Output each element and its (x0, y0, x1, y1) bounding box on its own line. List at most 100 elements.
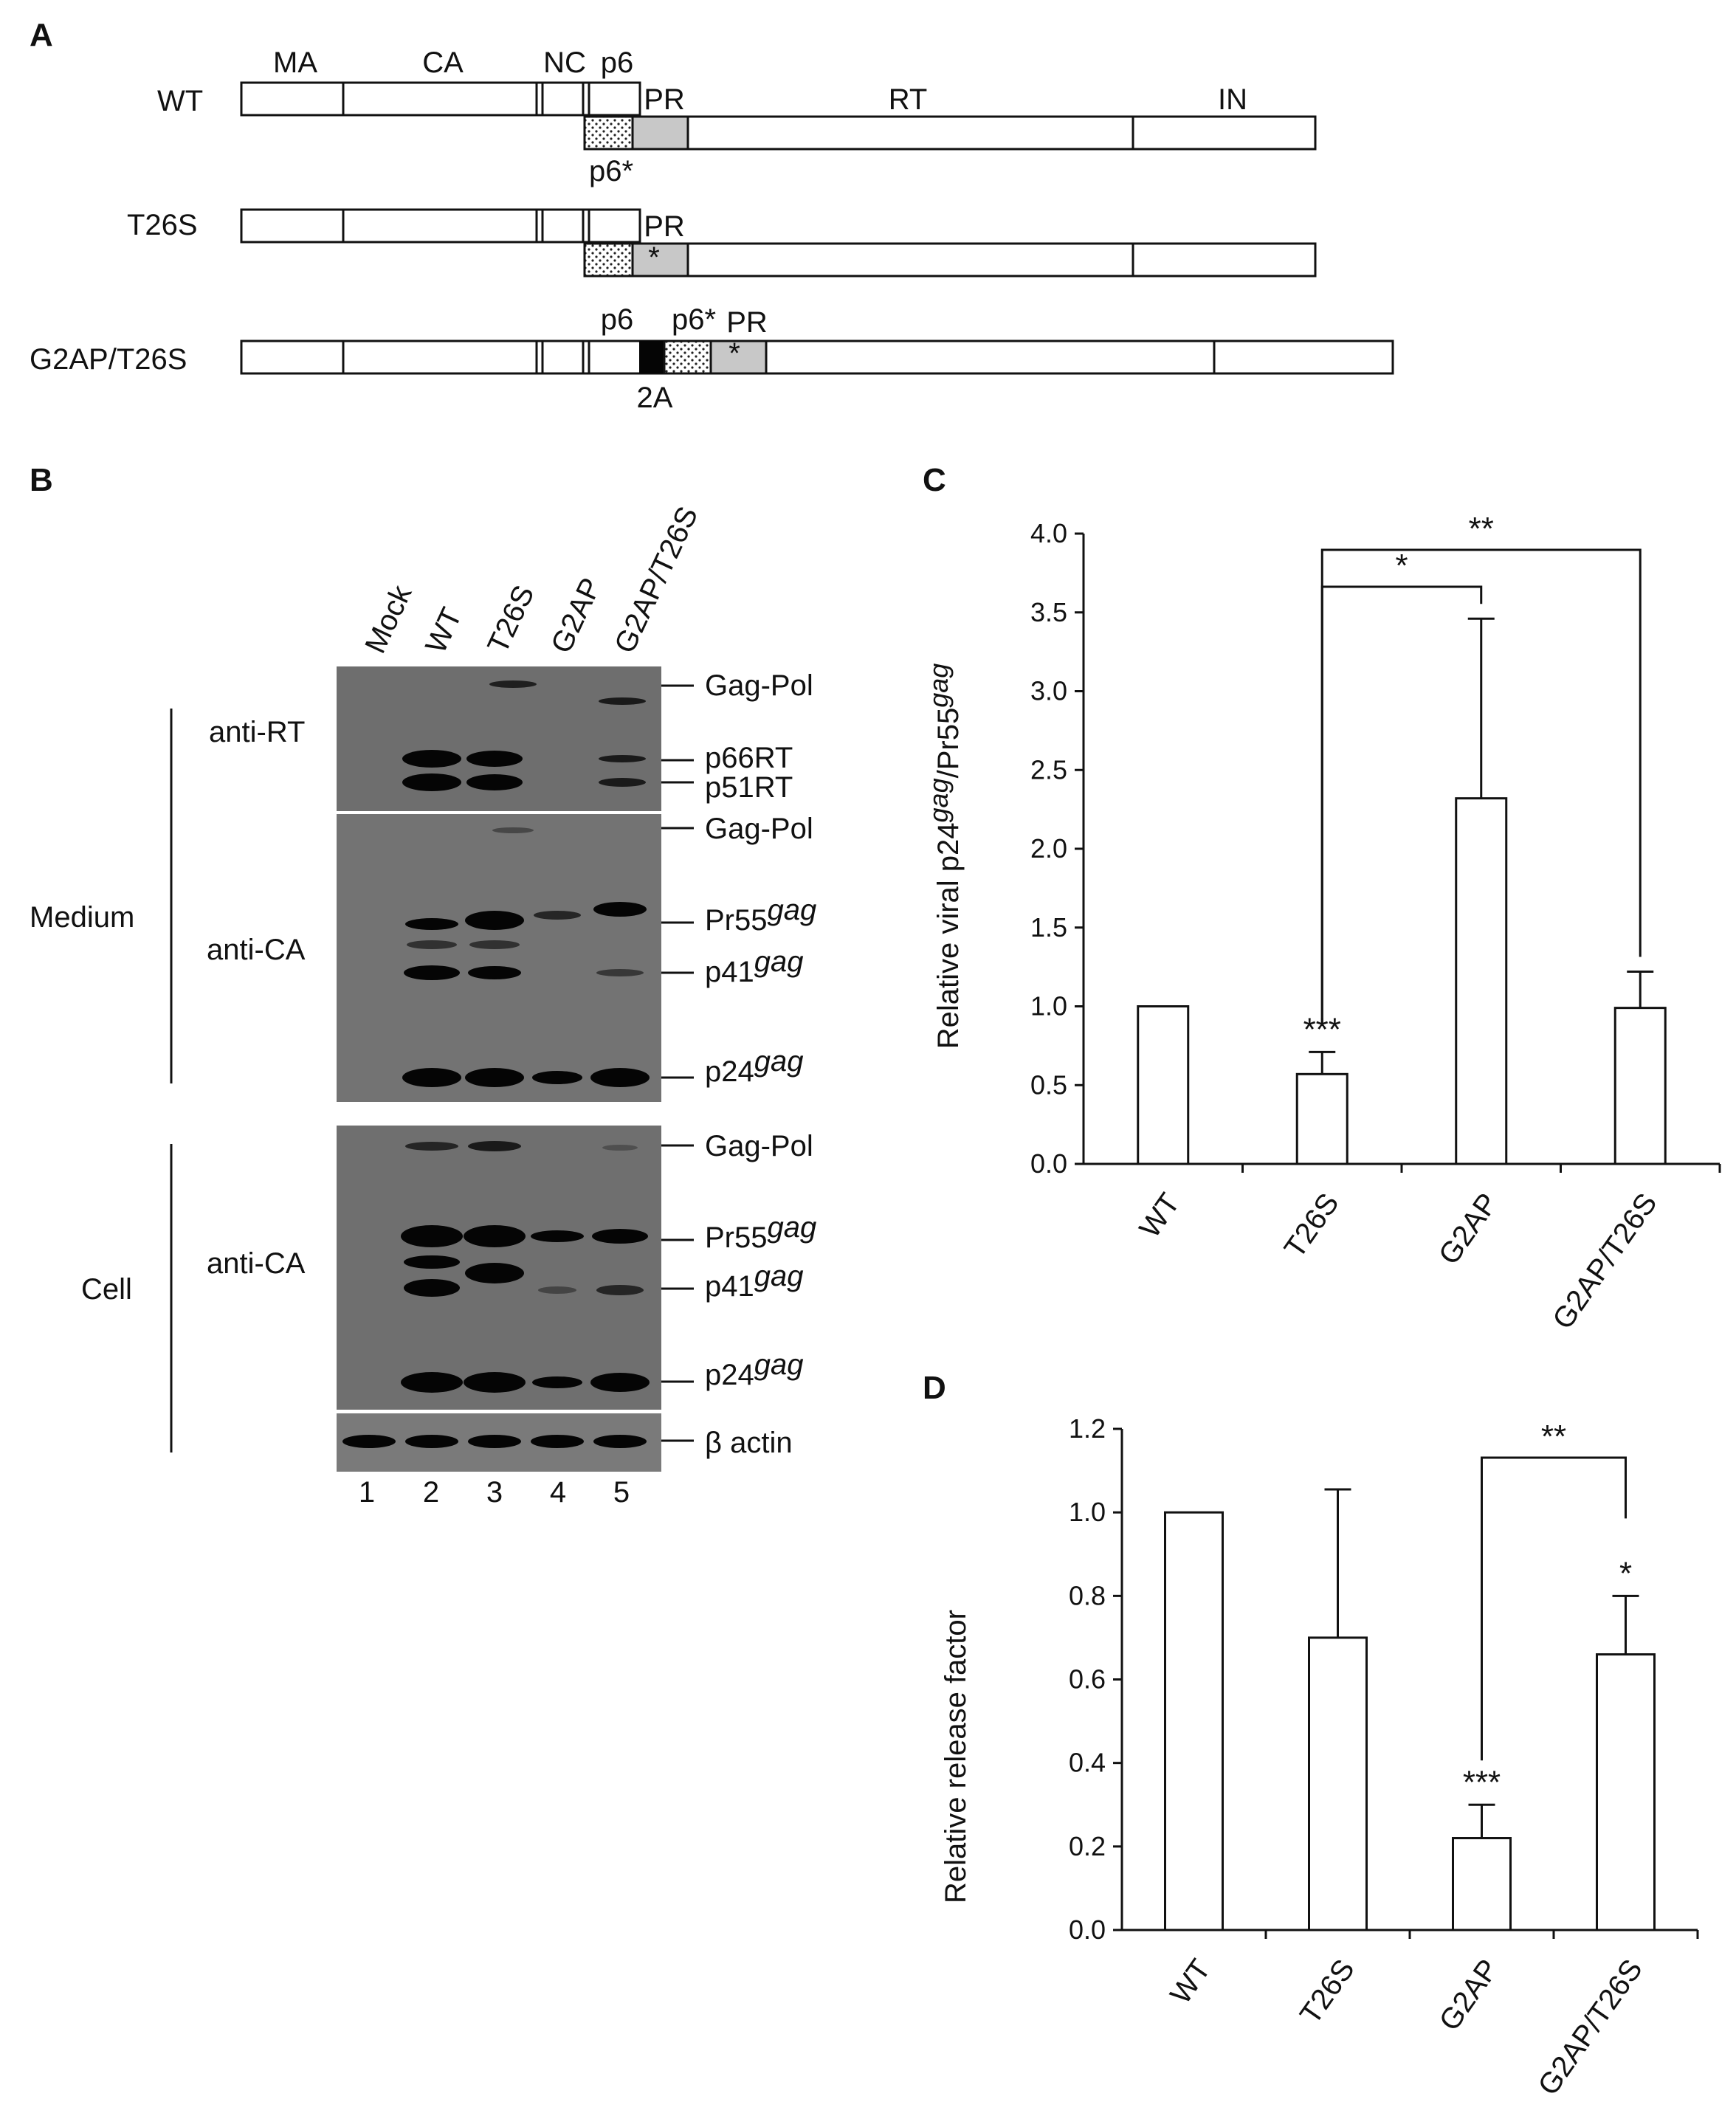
p6star-segment-t26s (583, 242, 634, 278)
y-tick-label: 0.6 (1069, 1664, 1106, 1695)
antibody-label-rt: anti-RT (209, 716, 305, 748)
significance-bracket (1481, 1456, 1627, 1761)
significance-star: * (1619, 1555, 1632, 1591)
lane-headers: Mock WT T26S G2AP G2AP/T26S (359, 502, 704, 658)
group-label-cell: Cell (81, 1273, 132, 1306)
panel-label-b: B (30, 462, 53, 498)
lane-number-5: 5 (613, 1476, 630, 1509)
y-tick-label: 1.2 (1069, 1413, 1106, 1444)
x-tick-label: G2AP/T26S (1546, 1188, 1663, 1335)
domain-p6-g2ap: p6 (601, 303, 634, 336)
y-tick-label: 1.0 (1030, 991, 1067, 1021)
bar-g2ap-t26s (1596, 1653, 1656, 1931)
antibody-label-ca-cell: anti-CA (207, 1247, 306, 1280)
lane-header-g2ap-t26s: G2AP/T26S (608, 502, 704, 658)
gag-bar-t26s (240, 208, 641, 244)
domain-pr-t26s: PR (644, 210, 685, 243)
mutation-star-g2ap: * (728, 337, 740, 370)
bracket-label: * (1395, 548, 1408, 584)
x-tick-label: T26S (1278, 1188, 1346, 1264)
domain-p6: p6 (601, 46, 634, 79)
bar-wt (1164, 1511, 1224, 1931)
y-tick-label: 0.5 (1030, 1069, 1067, 1100)
lane-header-g2ap: G2AP (545, 573, 607, 658)
y-tick-label: 0.0 (1069, 1915, 1106, 1945)
bar-wt (1137, 1005, 1190, 1165)
domain-nc: NC (543, 46, 586, 79)
bar-t26s (1295, 1072, 1348, 1165)
group-label-medium: Medium (30, 901, 134, 934)
construct-label-g2ap-t26s: G2AP/T26S (30, 343, 187, 376)
pr-segment-wt (631, 115, 689, 151)
blot-anti-ca-medium (337, 814, 661, 1102)
marker-cell-p24: p24gag (705, 1348, 804, 1391)
domain-p6star-wt: p6* (589, 155, 633, 187)
chart-d-ylabel: Relative release factor (940, 1610, 972, 1903)
domain-p6star-g2ap: p6* (672, 303, 716, 336)
p6star-segment-g2ap (663, 340, 712, 375)
marker-cell-pr55: Pr55gag (705, 1211, 816, 1254)
significance-star: *** (1463, 1764, 1501, 1800)
y-tick-label: 3.5 (1030, 597, 1067, 627)
x-tick-label: G2AP (1433, 1188, 1504, 1271)
domain-pr-wt: PR (644, 83, 685, 116)
p6star-segment-wt (583, 115, 634, 151)
construct-g2ap-t26s: G2AP/T26S p6 p6* PR * 2A (30, 303, 1394, 414)
construct-t26s: T26S PR * (127, 208, 1317, 278)
y-tick-label: 0.8 (1069, 1580, 1106, 1610)
mutation-star-t26s: * (648, 241, 660, 274)
lane-number-4: 4 (550, 1476, 566, 1509)
lane-numbers: 1 2 3 4 5 (359, 1476, 630, 1509)
y-tick-label: 2.5 (1030, 754, 1067, 785)
panel-label-a: A (30, 17, 53, 53)
marker-medium-p24: p24gag (705, 1045, 804, 1088)
bar-g2ap (1455, 797, 1508, 1165)
marker-actin: β actin (705, 1427, 793, 1459)
marker-p66rt: p66RT (705, 742, 793, 774)
y-tick-label: 4.0 (1030, 518, 1067, 548)
x-tick-label: G2AP (1433, 1954, 1505, 2037)
lane-number-2: 2 (423, 1476, 439, 1509)
marker-cell-p41: p41gag (705, 1260, 804, 1303)
twoa-segment (639, 341, 664, 373)
x-tick-label: G2AP/T26S (1532, 1954, 1648, 2101)
pr-segment-g2ap (709, 340, 768, 375)
domain-ma: MA (273, 46, 317, 79)
panel-label-d: D (923, 1370, 946, 1406)
lane-header-wt: WT (419, 603, 468, 658)
y-tick-label: 0.4 (1069, 1748, 1106, 1778)
construct-label-wt: WT (157, 85, 203, 117)
bar-g2ap (1452, 1837, 1512, 1931)
marker-rt-gagpol: Gag-Pol (705, 669, 813, 702)
bar-g2ap-t26s (1613, 1007, 1667, 1165)
y-tick-label: 0.2 (1069, 1831, 1106, 1861)
blot-panels (337, 666, 661, 1472)
marker-medium-gagpol: Gag-Pol (705, 813, 813, 845)
panel-label-c: C (923, 462, 946, 498)
domain-pr-g2ap: PR (726, 306, 768, 339)
bracket-label: ** (1469, 511, 1494, 547)
marker-medium-pr55: Pr55gag (705, 894, 816, 937)
antibody-label-ca-medium: anti-CA (207, 934, 306, 966)
pol-bar-wt (583, 115, 1317, 151)
y-tick-label: 1.5 (1030, 912, 1067, 942)
lane-header-t26s: T26S (481, 581, 540, 658)
lane-number-3: 3 (486, 1476, 503, 1509)
marker-medium-p41: p41gag (705, 945, 804, 988)
construct-wt: WT MA CA NC p6 PR RT IN p6* (157, 46, 1317, 187)
marker-labels: Gag-Pol p66RT p51RT Gag-Pol Pr55gag p41g… (661, 669, 816, 1459)
y-tick-label: 0.0 (1030, 1148, 1067, 1179)
pr-segment-t26s (631, 242, 689, 278)
lane-number-1: 1 (359, 1476, 375, 1509)
y-tick-label: 1.0 (1069, 1497, 1106, 1527)
domain-ca: CA (422, 46, 464, 79)
x-tick-label: WT (1164, 1954, 1217, 2010)
chart-c: 0.00.51.01.52.02.53.03.54.0WT***T26S G2AP… (1030, 511, 1721, 1335)
bracket-label: ** (1541, 1419, 1566, 1455)
significance-bracket (1320, 548, 1642, 1026)
pol-bar-t26s (583, 242, 1317, 278)
bar-t26s (1308, 1636, 1368, 1931)
domain-in: IN (1218, 83, 1247, 116)
marker-cell-gagpol: Gag-Pol (705, 1130, 813, 1162)
